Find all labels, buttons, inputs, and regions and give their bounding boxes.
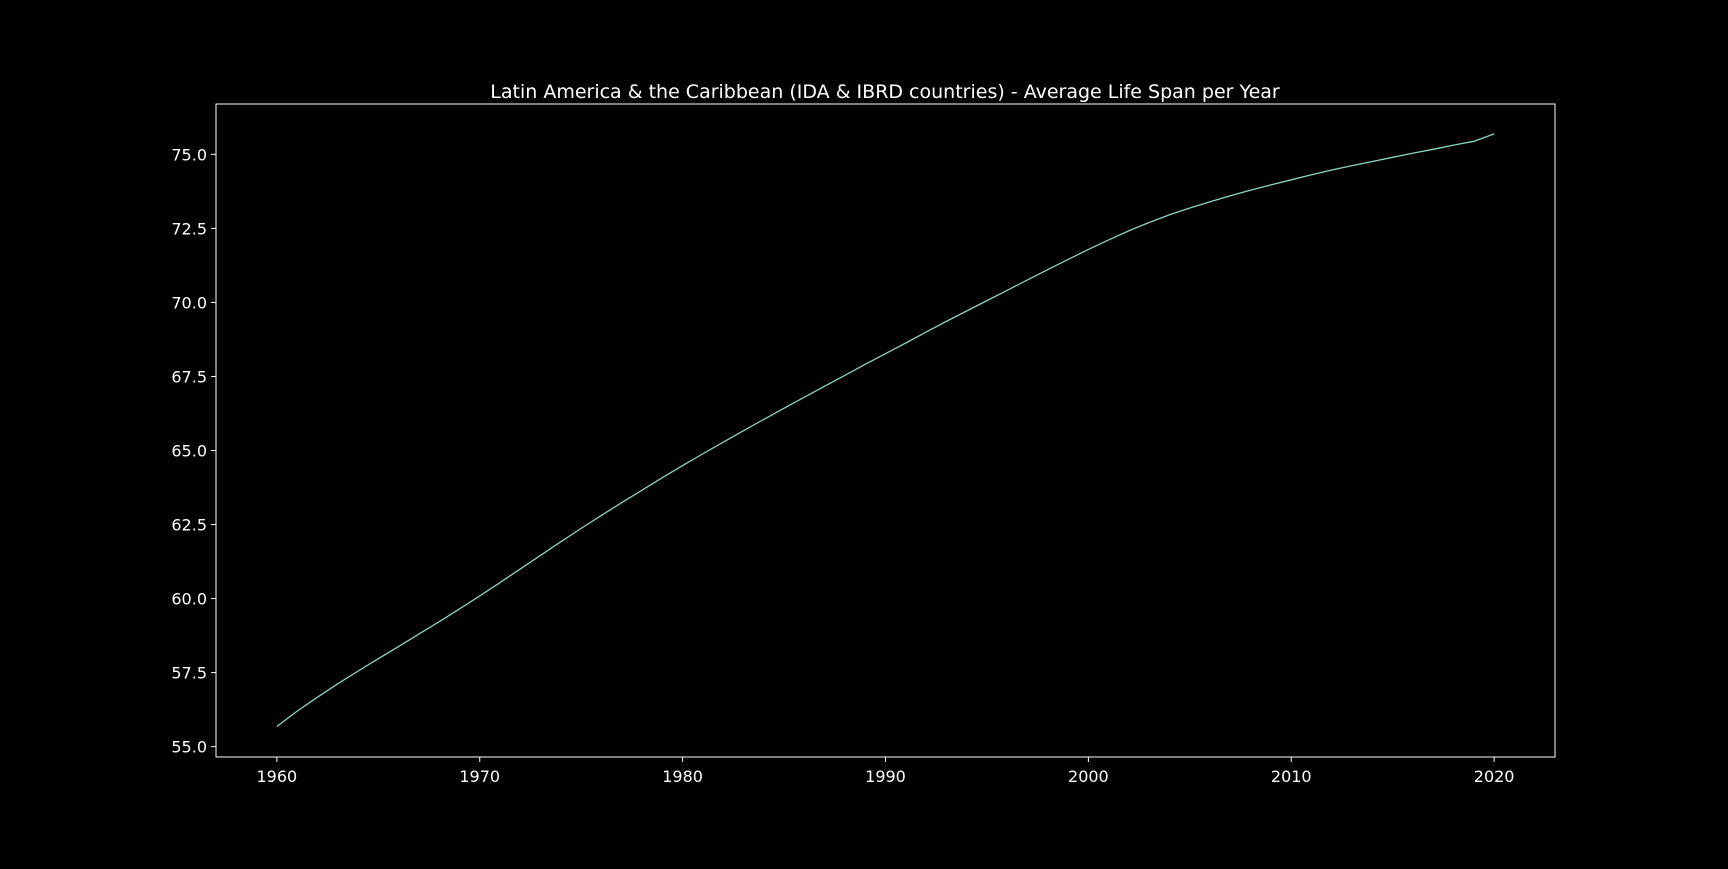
y-tick-label: 57.5	[171, 664, 207, 683]
series-line	[276, 133, 1495, 728]
x-tick-label: 1970	[459, 767, 500, 786]
y-tick-label: 67.5	[171, 367, 207, 386]
y-tick-label: 62.5	[171, 516, 207, 535]
x-tick-label: 1990	[865, 767, 906, 786]
series-layer	[276, 133, 1495, 728]
x-tick-label: 2000	[1068, 767, 1109, 786]
x-axis: 1960 1970 1980 1990 2000 2010 2020	[257, 757, 1515, 786]
x-tick-label: 2010	[1271, 767, 1312, 786]
y-axis: 55.0 57.5 60.0 62.5 65.0 67.5 70.0 72.5 75.0	[171, 145, 216, 757]
y-tick-label: 65.0	[171, 441, 207, 460]
x-tick-label: 1980	[662, 767, 703, 786]
y-tick-label: 70.0	[171, 293, 207, 312]
chart-title: Latin America & the Caribbean (IDA & IBR…	[490, 81, 1280, 103]
plot-frame	[215, 103, 1556, 758]
y-tick-label: 55.0	[171, 738, 207, 757]
y-tick-label: 60.0	[171, 590, 207, 609]
x-tick-label: 2020	[1474, 767, 1515, 786]
y-tick-label: 72.5	[171, 219, 207, 238]
x-tick-label: 1960	[257, 767, 298, 786]
y-tick-label: 75.0	[171, 145, 207, 164]
